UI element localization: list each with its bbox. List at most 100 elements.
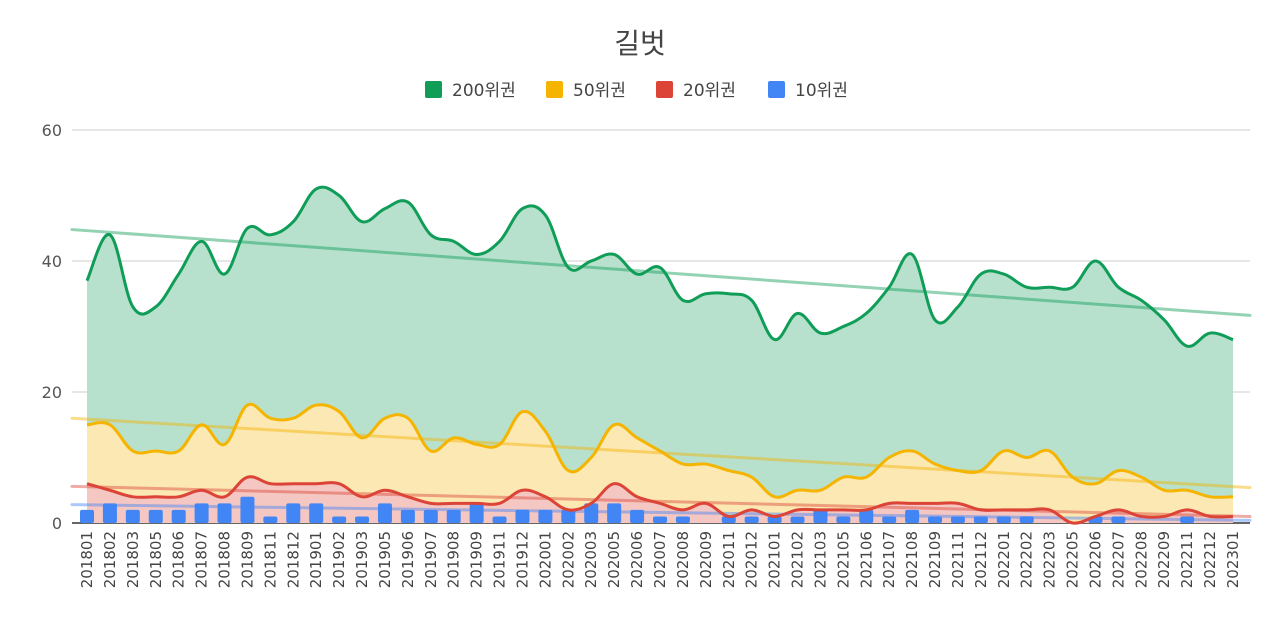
bar-10-202106 [859,509,874,523]
x-tick-label: 202011 [720,531,738,588]
bar-10-201812 [286,503,301,523]
point-200-202003 [588,258,594,264]
point-20-202211 [1184,507,1190,513]
x-tick-label: 202301 [1224,531,1242,588]
x-tick-label: 201803 [124,531,142,588]
point-50-202107 [886,455,892,461]
legend-item-50[interactable]: 50위권 [546,81,626,101]
legend-item-10[interactable]: 10위권 [768,81,848,101]
point-200-201906 [405,199,411,205]
legend-swatch-50 [546,81,563,98]
x-tick-label: 202002 [559,531,577,588]
point-20-201807 [199,487,205,493]
point-50-201912 [519,409,525,415]
legend: 200위권 50위권 20위권 10위권 [425,81,848,101]
x-tick-label: 202203 [1041,531,1059,588]
point-20-202003 [588,500,594,506]
point-200-202101 [772,337,778,343]
bar-10-202005 [607,503,622,523]
point-20-202011 [726,513,732,519]
bar-10-202007 [653,516,667,523]
x-tick-label: 202102 [789,531,807,588]
point-50-202005 [611,422,617,428]
series-line-50 [86,402,1234,499]
bar-10-201903 [355,516,370,523]
point-50-201808 [222,441,228,447]
point-200-202108 [909,251,915,257]
point-50-202003 [588,455,594,461]
legend-item-20[interactable]: 20위권 [656,81,736,101]
x-tick-label: 201907 [422,531,440,588]
bar-10-202012 [744,516,759,523]
point-200-202007 [657,265,663,271]
point-50-201811 [267,415,273,421]
point-20-201811 [267,481,273,487]
point-50-202301 [1230,494,1236,500]
x-tick-label: 202208 [1132,531,1150,588]
point-20-202108 [909,500,915,506]
point-20-202009 [703,500,709,506]
point-50-202201 [1001,448,1007,454]
x-tick-label: 202212 [1201,531,1219,588]
point-50-202112 [978,468,984,474]
point-50-202009 [703,461,709,467]
bar-10-202207 [1111,516,1126,523]
point-50-201809 [244,402,250,408]
legend-label-10: 10위권 [795,81,848,101]
point-50-202105 [840,474,846,480]
legend-label-50: 50위권 [573,81,626,101]
series-line-20 [86,475,1234,525]
x-tick-label: 202007 [651,531,669,588]
point-200-201801 [84,278,90,284]
plot-area [70,185,1252,525]
point-20-202008 [680,507,686,513]
point-200-201905 [382,206,388,212]
bars-10 [80,496,1195,523]
bar-10-201809 [240,496,255,523]
bar-10-202002 [561,509,576,523]
bar-10-201811 [263,516,278,523]
point-200-201908 [451,238,457,244]
bar-10-201806 [171,509,186,523]
x-tick-label: 201806 [170,531,188,588]
bar-10-201911 [492,516,507,523]
point-200-201912 [519,206,525,212]
point-200-201909 [474,251,480,257]
point-50-202011 [726,468,732,474]
point-200-202102 [795,310,801,316]
x-tick-label: 202209 [1155,531,1173,588]
bar-10-202112 [973,516,988,523]
x-tick-label: 202008 [674,531,692,588]
point-20-201906 [405,494,411,500]
legend-label-200: 200위권 [452,81,516,101]
x-tick-label: 201905 [376,531,394,588]
x-tick-label: 202105 [834,531,852,588]
point-20-201801 [84,481,90,487]
bar-10-202008 [675,516,690,523]
y-tick-label: 0 [52,514,62,533]
point-200-202103 [817,330,823,336]
point-20-202005 [611,481,617,487]
bar-10-201902 [332,516,347,523]
point-50-202205 [1070,474,1076,480]
point-50-201807 [199,422,205,428]
point-200-202205 [1070,284,1076,290]
point-200-202106 [863,310,869,316]
point-50-202106 [863,474,869,480]
point-20-201805 [153,494,159,500]
bar-10-202102 [790,516,805,523]
bar-10-201907 [423,509,438,523]
point-50-202207 [1115,468,1121,474]
bar-10-202003 [584,503,599,523]
legend-swatch-10 [768,81,785,98]
bar-10-202202 [1019,516,1034,523]
legend-item-200[interactable]: 200위권 [425,81,516,101]
x-tick-label: 201906 [399,531,417,588]
legend-swatch-200 [425,81,442,98]
point-200-202011 [726,291,732,297]
x-tick-label: 202211 [1178,531,1196,588]
point-50-202007 [657,448,663,454]
point-20-202212 [1207,513,1213,519]
point-200-202201 [1001,271,1007,277]
chart-title: 길벗 [614,27,666,60]
